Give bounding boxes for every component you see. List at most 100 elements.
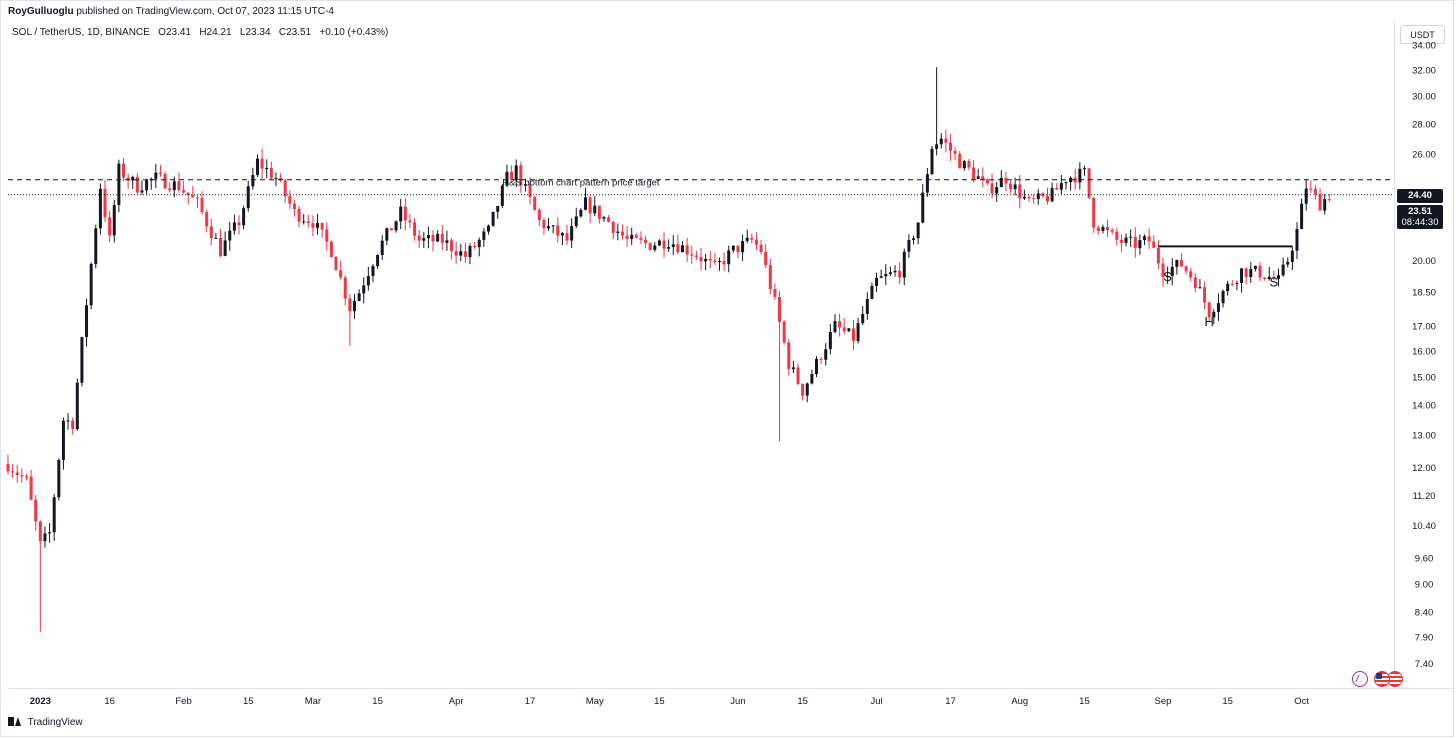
price-axis-tick: 14.00 bbox=[1412, 400, 1436, 411]
candle-up bbox=[1198, 287, 1202, 289]
candle-up bbox=[145, 180, 149, 191]
candle-down bbox=[1110, 229, 1114, 232]
candle-up bbox=[445, 240, 449, 243]
author-name[interactable]: RoyGulluoglu bbox=[8, 6, 74, 17]
candle-up bbox=[879, 276, 883, 278]
candle-down bbox=[510, 171, 514, 180]
price-axis-tick: 15.00 bbox=[1412, 372, 1436, 383]
bar-countdown: 08:44:30 bbox=[1401, 217, 1439, 228]
candle-up bbox=[912, 238, 916, 240]
price-axis-tick: 32.00 bbox=[1412, 65, 1436, 76]
candle-up bbox=[999, 178, 1003, 188]
candle-up bbox=[459, 251, 463, 256]
candle-up bbox=[85, 305, 89, 338]
pattern-label: S bbox=[1270, 274, 1279, 289]
candle-up bbox=[57, 459, 61, 498]
ohlc-low: L23.34 bbox=[239, 27, 271, 38]
candle-up bbox=[893, 270, 897, 273]
candle-up bbox=[579, 209, 583, 217]
candle-down bbox=[329, 241, 333, 257]
candle-down bbox=[1073, 177, 1077, 183]
candle-down bbox=[1258, 265, 1262, 278]
candle-up bbox=[274, 178, 278, 180]
price-axis-tick: 34.00 bbox=[1412, 41, 1436, 52]
brand-name[interactable]: TradingView bbox=[27, 717, 83, 728]
candle-down bbox=[1055, 187, 1059, 190]
candle-up bbox=[1226, 283, 1230, 292]
candle-down bbox=[981, 176, 985, 180]
candle-up bbox=[486, 225, 490, 232]
candle-down bbox=[403, 206, 407, 221]
candle-up bbox=[916, 222, 920, 239]
flag-icon[interactable] bbox=[1374, 670, 1391, 687]
candle-down bbox=[1189, 271, 1193, 278]
candle-down bbox=[1027, 196, 1031, 199]
candle-up bbox=[1212, 311, 1216, 318]
pattern-label: H bbox=[1205, 314, 1214, 329]
candle-up bbox=[1281, 264, 1285, 276]
ohlc-high: H24.21 bbox=[199, 27, 232, 38]
candle-up bbox=[1022, 196, 1026, 199]
candle-up bbox=[1059, 183, 1063, 190]
candle-up bbox=[551, 225, 555, 227]
price-axis-tick: 30.00 bbox=[1412, 91, 1436, 102]
time-axis-tick: Apr bbox=[449, 696, 464, 707]
candle-up bbox=[847, 328, 851, 332]
candle-down bbox=[24, 476, 28, 478]
time-axis-tick: Oct bbox=[1294, 696, 1309, 707]
candle-up bbox=[112, 204, 116, 236]
candle-up bbox=[255, 158, 259, 176]
candle-up bbox=[824, 349, 828, 360]
candle-up bbox=[1129, 236, 1133, 238]
candle-up bbox=[154, 172, 158, 179]
candle-up bbox=[140, 190, 144, 193]
candle-down bbox=[260, 158, 264, 169]
candle-down bbox=[297, 208, 301, 222]
candle-up bbox=[514, 165, 518, 180]
replay-icon[interactable] bbox=[1352, 670, 1368, 687]
candle-up bbox=[727, 250, 731, 265]
candle-down bbox=[625, 235, 629, 239]
time-axis-tick: Jul bbox=[870, 696, 882, 707]
candle-up bbox=[1295, 228, 1299, 251]
candle-up bbox=[477, 239, 481, 248]
candle-down bbox=[219, 237, 223, 256]
candle-down bbox=[1193, 277, 1197, 289]
candle-down bbox=[200, 198, 204, 213]
candle-down bbox=[685, 245, 689, 255]
candle-up bbox=[1078, 168, 1082, 183]
candle-down bbox=[339, 270, 343, 278]
candle-up bbox=[1221, 291, 1225, 304]
candle-down bbox=[320, 222, 324, 230]
candle-down bbox=[898, 270, 902, 278]
candle-down bbox=[533, 197, 537, 210]
candle-up bbox=[1124, 237, 1128, 243]
candle-up bbox=[98, 188, 102, 229]
candle-up bbox=[907, 239, 911, 252]
candle-down bbox=[450, 240, 454, 252]
candle-down bbox=[1147, 236, 1151, 242]
candle-up bbox=[500, 185, 504, 206]
candle-up bbox=[1323, 199, 1327, 211]
candle-up bbox=[1249, 269, 1253, 278]
candle-down bbox=[431, 235, 435, 242]
symbol-name[interactable]: SOL / TetherUS, 1D, BINANCE bbox=[12, 27, 150, 38]
candle-up bbox=[717, 260, 721, 262]
candle-up bbox=[865, 298, 869, 314]
candle-up bbox=[251, 175, 255, 187]
candle-up bbox=[1276, 275, 1281, 279]
candle-down bbox=[168, 188, 172, 191]
candle-up bbox=[570, 226, 574, 241]
price-axis-tick: 9.60 bbox=[1415, 553, 1434, 564]
candle-up bbox=[228, 230, 232, 241]
time-axis-tick: 17 bbox=[945, 696, 956, 707]
candle-up bbox=[232, 222, 236, 231]
candle-down bbox=[851, 328, 855, 342]
time-axis-tick: 2023 bbox=[30, 696, 51, 707]
candle-down bbox=[754, 239, 758, 245]
price-axis-tick: 11.20 bbox=[1412, 491, 1435, 502]
candle-down bbox=[408, 220, 412, 223]
currency-button[interactable]: USDT bbox=[1400, 25, 1445, 44]
candle-up bbox=[422, 238, 426, 241]
